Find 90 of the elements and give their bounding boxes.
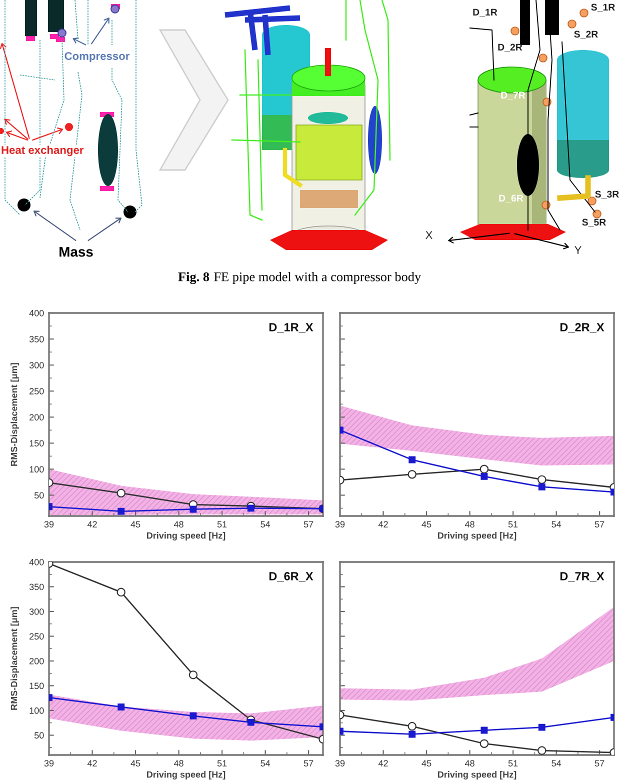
x-tick-label: 39: [335, 521, 345, 528]
x-axis-title: Driving speed [Hz]: [146, 532, 226, 541]
x-tick-label: 57: [304, 760, 314, 766]
x-tick-label: 45: [422, 760, 432, 766]
y-tick-label: 250: [30, 388, 44, 394]
point: [190, 712, 197, 720]
text: FE pipe model with a compressor body: [214, 272, 422, 284]
text: D_2R: [498, 44, 522, 52]
point: [408, 730, 416, 738]
x-axis-title: Driving speed [Hz]: [438, 771, 516, 780]
x-tick-label: 45: [130, 521, 140, 528]
x-tick-label: 45: [130, 760, 140, 766]
x-tick-label: 42: [87, 521, 97, 528]
text: S_1R: [591, 4, 615, 12]
text: D_1R_X: [269, 323, 314, 333]
y-tick-label: 400: [29, 558, 44, 566]
y-axis-title: RMS-Displacement [μm]: [10, 607, 19, 710]
x-tick-label: 42: [378, 521, 388, 528]
y-tick-label: 100: [30, 466, 44, 473]
point: [190, 506, 197, 513]
point: [480, 726, 488, 734]
point: [480, 472, 488, 480]
y-tick-label: 350: [29, 584, 44, 590]
x-tick-label: 48: [174, 760, 184, 766]
x-tick-label: 51: [217, 521, 227, 528]
x-tick-label: 57: [304, 521, 314, 528]
x-tick-label: 57: [594, 760, 604, 766]
point: [118, 704, 125, 710]
text: Compressor: [64, 52, 130, 62]
y-tick-label: 350: [29, 336, 44, 342]
text: X: [426, 231, 432, 239]
caption: Fig. 8: [178, 272, 210, 284]
text: D_6R: [499, 194, 524, 203]
x-axis-title: Driving speed [Hz]: [146, 771, 226, 780]
x-tick-label: 39: [44, 760, 54, 766]
x-tick-label: 51: [508, 521, 518, 528]
y-tick-label: 200: [30, 414, 44, 420]
x-axis-title: Driving speed [Hz]: [438, 532, 516, 541]
point: [116, 488, 126, 498]
y-tick-label: 300: [29, 362, 44, 368]
x-tick-label: 54: [260, 760, 270, 766]
y-tick-label: 150: [30, 682, 44, 690]
point: [480, 464, 489, 474]
x-tick-label: 54: [552, 760, 562, 766]
x-tick-label: 45: [422, 521, 432, 528]
point: [480, 739, 489, 748]
text: D_7R_X: [560, 572, 604, 582]
point: [538, 724, 546, 731]
y-axis-title: RMS-Displacement [μm]: [10, 363, 19, 466]
point: [188, 670, 198, 680]
x-tick-label: 42: [378, 760, 388, 766]
point: [408, 456, 416, 464]
y-tick-label: 400: [29, 310, 44, 316]
point: [116, 588, 126, 597]
text: S_2R: [574, 30, 598, 39]
text: Heat exchanger: [2, 146, 84, 156]
y-tick-label: 250: [30, 633, 44, 640]
y-tick-label: 50: [34, 492, 44, 499]
x-tick-label: 48: [464, 760, 474, 766]
x-tick-label: 39: [335, 760, 345, 766]
x-tick-label: 54: [260, 521, 270, 528]
x-tick-label: 48: [464, 521, 474, 528]
x-tick-label: 42: [87, 760, 97, 766]
text: S_3R: [595, 190, 619, 199]
text: D_6R_X: [269, 572, 314, 582]
y-tick-label: 200: [30, 658, 44, 664]
text: D_7R: [501, 92, 526, 100]
text: S_5R: [582, 218, 606, 227]
point: [247, 504, 254, 512]
x-tick-label: 39: [44, 521, 54, 528]
x-tick-label: 57: [594, 521, 604, 528]
point: [538, 746, 546, 755]
x-tick-label: 54: [552, 521, 562, 528]
text: D_2R_X: [560, 323, 604, 333]
text: Mass: [60, 247, 93, 257]
point: [408, 470, 416, 479]
y-tick-label: 300: [29, 608, 44, 615]
x-tick-label: 48: [174, 521, 184, 528]
x-tick-label: 51: [217, 760, 227, 766]
text: D_1R: [473, 8, 498, 17]
y-tick-label: 100: [30, 707, 44, 714]
y-tick-label: 150: [30, 440, 44, 446]
point: [408, 722, 416, 731]
point: [538, 483, 546, 490]
text: Y: [574, 246, 582, 254]
point: [118, 508, 125, 515]
x-tick-label: 51: [508, 760, 518, 766]
point: [538, 475, 546, 484]
point: [247, 718, 254, 726]
y-tick-label: 50: [34, 732, 44, 739]
